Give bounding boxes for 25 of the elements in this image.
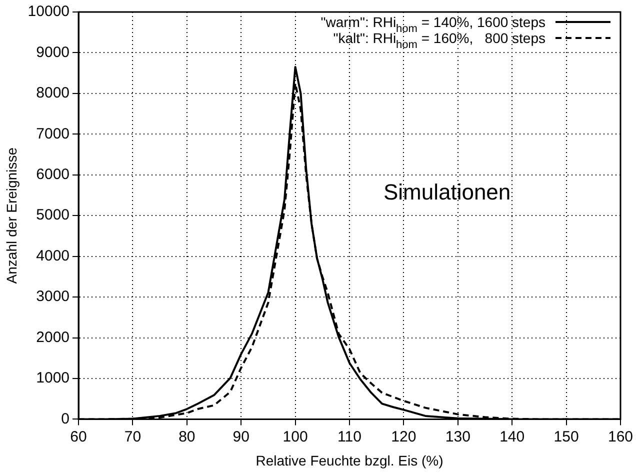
x-axis-title: Relative Feuchte bzgl. Eis (%) — [256, 452, 444, 468]
y-tick-label: 8000 — [36, 84, 70, 102]
y-tick-label: 6000 — [36, 166, 70, 184]
x-tick-label: 140 — [500, 428, 525, 446]
x-tick-label: 160 — [608, 428, 633, 446]
x-tick-label: 80 — [178, 428, 196, 446]
x-tick-label: 100 — [282, 428, 308, 446]
x-tick-label: 70 — [124, 428, 142, 446]
y-tick-label: 0 — [61, 410, 70, 428]
y-tick-label: 7000 — [36, 125, 70, 142]
x-tick-label: 90 — [232, 428, 250, 446]
y-axis-title: Anzahl der Ereignisse — [3, 147, 20, 284]
y-tick-label: 3000 — [36, 288, 70, 306]
annotation: Simulationen — [383, 179, 511, 204]
x-tick-label: 60 — [70, 428, 87, 446]
y-tick-label: 10000 — [28, 3, 70, 20]
y-tick-label: 4000 — [36, 247, 70, 264]
x-tick-label: 150 — [554, 428, 579, 446]
y-tick-label: 1000 — [36, 370, 70, 387]
y-tick-label: 9000 — [36, 44, 70, 61]
x-tick-label: 120 — [391, 428, 416, 446]
x-tick-label: 130 — [445, 428, 470, 446]
y-tick-label: 2000 — [36, 328, 70, 346]
x-tick-label: 110 — [338, 428, 362, 446]
y-tick-label: 5000 — [36, 206, 70, 224]
